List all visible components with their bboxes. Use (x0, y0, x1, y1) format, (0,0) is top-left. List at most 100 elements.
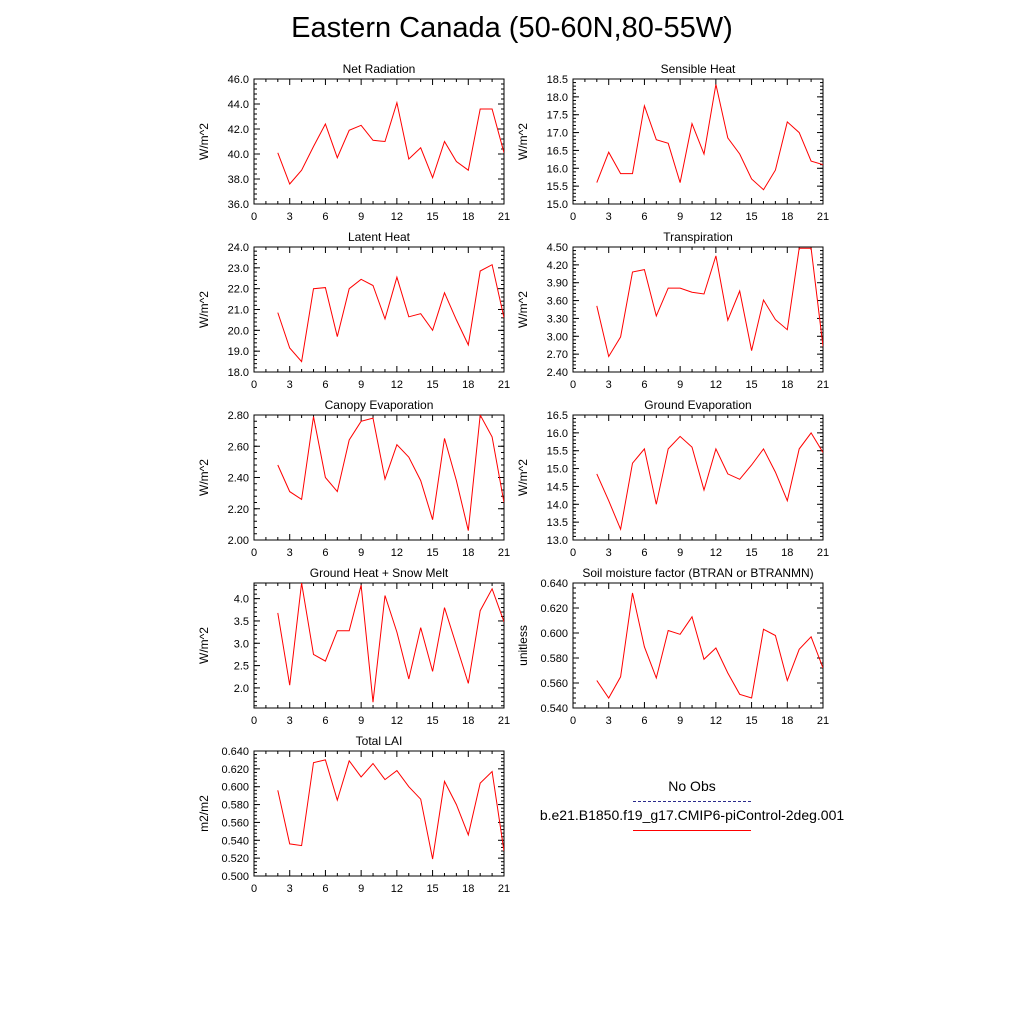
chart-panel-5: Canopy Evaporation W/m^2 0 3 6 9 12 15 18 21 2.00 2… (197, 398, 510, 559)
x-tick-label: 12 (710, 211, 722, 223)
y-tick-label: 2.5 (234, 661, 249, 673)
y-axis-label: W/m^2 (197, 459, 211, 496)
chart-panel-3: Latent Heat W/m^2 0 3 6 9 12 15 18 21 18.0 19.0 20.0… (197, 230, 510, 391)
y-tick-label: 40.0 (228, 149, 249, 161)
y-tick-label: 16.5 (547, 410, 568, 422)
y-tick-label: 38.0 (228, 174, 249, 186)
y-axis-label: W/m^2 (516, 123, 530, 160)
y-axis-label: m2/m2 (197, 795, 211, 832)
panel-title: Latent Heat (348, 230, 411, 244)
y-tick-label: 14.0 (547, 499, 568, 511)
x-tick-label: 0 (251, 379, 257, 391)
panel-title: Ground Evaporation (644, 398, 751, 412)
x-tick-label: 0 (251, 211, 257, 223)
x-tick-label: 9 (358, 547, 364, 559)
y-tick-label: 0.640 (221, 746, 249, 758)
y-tick-label: 0.540 (540, 703, 568, 715)
x-tick-label: 12 (710, 379, 722, 391)
y-tick-label: 42.0 (228, 124, 249, 136)
legend: No Obs b.e21.B1850.f19_g17.CMIP6-piContr… (520, 778, 864, 868)
x-tick-label: 21 (817, 547, 829, 559)
panel-title: Net Radiation (343, 62, 416, 76)
x-tick-label: 18 (781, 547, 793, 559)
series-line-1 (277, 583, 504, 703)
chart-panel-2: Sensible Heat W/m^2 0 3 6 9 12 15 18 21 15.0 15.5 16… (516, 62, 829, 223)
x-tick-label: 9 (677, 211, 683, 223)
y-axis-label: W/m^2 (197, 627, 211, 664)
x-tick-label: 15 (745, 379, 757, 391)
y-tick-label: 0.640 (540, 578, 568, 590)
panel-title: Total LAI (356, 734, 403, 748)
x-tick-label: 21 (498, 715, 510, 727)
y-tick-label: 17.5 (547, 110, 568, 122)
y-tick-label: 2.20 (228, 504, 249, 516)
x-tick-label: 9 (358, 379, 364, 391)
y-tick-label: 3.5 (234, 616, 249, 628)
x-tick-label: 12 (391, 211, 403, 223)
x-tick-label: 12 (391, 883, 403, 895)
y-tick-label: 19.0 (228, 346, 249, 358)
y-tick-label: 15.5 (547, 181, 568, 193)
y-tick-label: 4.20 (547, 260, 568, 272)
y-tick-label: 2.00 (228, 535, 249, 547)
x-tick-label: 3 (287, 211, 293, 223)
y-tick-label: 44.0 (228, 99, 249, 111)
x-tick-label: 15 (745, 715, 757, 727)
y-tick-label: 0.520 (221, 853, 249, 865)
x-tick-label: 3 (606, 547, 612, 559)
x-tick-label: 3 (287, 883, 293, 895)
series-line-1 (277, 263, 504, 363)
x-tick-label: 21 (817, 211, 829, 223)
y-tick-label: 17.0 (547, 128, 568, 140)
y-tick-label: 0.560 (221, 817, 249, 829)
x-tick-label: 18 (462, 715, 474, 727)
x-tick-label: 3 (606, 715, 612, 727)
chart-panel-9: Total LAI m2/m2 0 3 6 9 12 15 18 21 0.500 0.520 0.54… (197, 734, 510, 895)
y-tick-label: 3.0 (234, 638, 249, 650)
y-tick-label: 3.30 (547, 313, 568, 325)
x-tick-label: 0 (570, 547, 576, 559)
x-tick-label: 6 (322, 211, 328, 223)
x-tick-label: 21 (498, 547, 510, 559)
y-tick-label: 2.70 (547, 349, 568, 361)
x-tick-label: 3 (287, 379, 293, 391)
y-tick-label: 0.580 (221, 800, 249, 812)
series-line-1 (596, 592, 823, 699)
y-tick-label: 3.90 (547, 278, 568, 290)
x-tick-label: 12 (391, 547, 403, 559)
y-axis-label: W/m^2 (516, 291, 530, 328)
series-line-1 (277, 100, 504, 185)
y-axis-label: W/m^2 (197, 291, 211, 328)
plot-frame (572, 414, 824, 541)
y-tick-label: 22.0 (228, 284, 249, 296)
x-tick-label: 21 (498, 211, 510, 223)
x-tick-label: 18 (462, 379, 474, 391)
y-tick-label: 4.0 (234, 594, 249, 606)
y-tick-label: 18.5 (547, 74, 568, 86)
x-tick-label: 12 (391, 715, 403, 727)
y-tick-label: 3.60 (547, 296, 568, 308)
x-tick-label: 18 (781, 211, 793, 223)
x-tick-label: 9 (677, 547, 683, 559)
x-tick-label: 15 (426, 211, 438, 223)
x-tick-label: 0 (570, 211, 576, 223)
panel-title: Sensible Heat (661, 62, 736, 76)
y-tick-label: 0.620 (221, 764, 249, 776)
y-tick-label: 2.40 (547, 367, 568, 379)
y-tick-label: 21.0 (228, 305, 249, 317)
y-tick-label: 24.0 (228, 242, 249, 254)
x-tick-label: 15 (745, 547, 757, 559)
chart-panel-1: Net Radiation W/m^2 0 3 6 9 12 15 18 21 36.0 38.0 40… (197, 62, 510, 223)
x-tick-label: 6 (641, 379, 647, 391)
y-tick-label: 14.5 (547, 481, 568, 493)
y-tick-label: 2.80 (228, 410, 249, 422)
y-tick-label: 13.0 (547, 535, 568, 547)
y-tick-label: 4.50 (547, 242, 568, 254)
y-tick-label: 15.0 (547, 464, 568, 476)
x-tick-label: 21 (498, 379, 510, 391)
series-line-1 (596, 84, 823, 191)
x-tick-label: 6 (641, 715, 647, 727)
x-tick-label: 18 (462, 211, 474, 223)
plot-frame (572, 78, 824, 205)
